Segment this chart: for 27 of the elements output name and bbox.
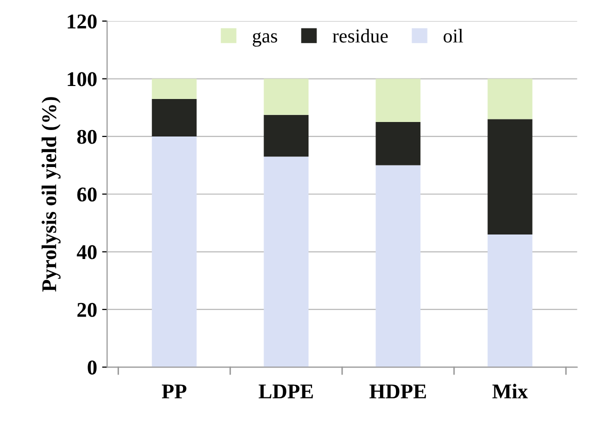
bar: [488, 78, 532, 120]
x-tick-label: Mix: [492, 384, 528, 398]
y-tick-label: 80: [77, 130, 97, 144]
bar: [376, 165, 420, 368]
bar: [264, 156, 309, 368]
x-tick-label: PP: [162, 384, 186, 398]
bar: [376, 78, 420, 122]
y-tick-label: 100: [68, 72, 97, 86]
bar: [488, 119, 532, 234]
bar: [264, 114, 309, 157]
legend-label: residue: [332, 28, 388, 43]
bar: [376, 122, 420, 166]
bar: [152, 78, 197, 99]
y-axis-title: Pyrolysis oil yield (%): [42, 97, 61, 292]
y-tick-label: 60: [77, 187, 97, 202]
x-tick-label: HDPE: [370, 384, 426, 398]
y-tick-label: 20: [77, 302, 97, 317]
y-tick-label: 40: [76, 245, 97, 260]
bar: [264, 78, 309, 115]
legend-label: oil: [444, 28, 464, 43]
y-tick-label: 120: [68, 14, 97, 29]
x-tick-label: LDPE: [258, 384, 313, 398]
bar: [488, 234, 532, 368]
bar: [152, 136, 197, 368]
bar: [152, 98, 197, 136]
y-tick-label: 0: [88, 360, 97, 375]
legend-label: gas: [252, 32, 278, 47]
